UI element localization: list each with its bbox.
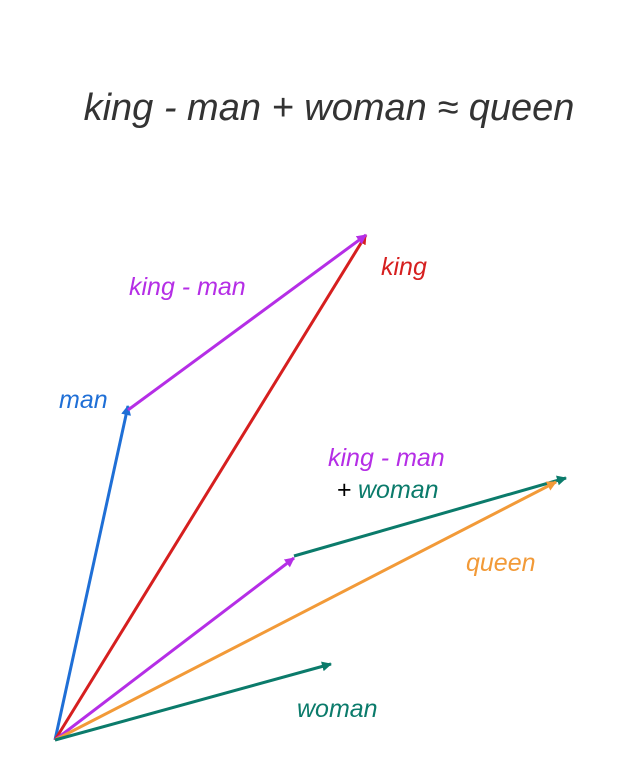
woman-vector-arrow — [54, 661, 332, 742]
man-label: man — [59, 386, 108, 414]
king-label: king — [381, 253, 427, 281]
title: king - man + woman ≈ queen — [84, 87, 575, 129]
man-vector-arrow — [53, 405, 131, 741]
woman-label: woman — [297, 695, 378, 723]
queen-label: queen — [466, 549, 536, 577]
king-minus-man-label-top: king - man — [129, 273, 246, 301]
king-minus-man-arrow-bottom — [54, 556, 295, 742]
king-minus-man-arrow-top — [127, 233, 367, 412]
queen-vector-arrow — [54, 480, 557, 742]
woman-label-sum: woman — [358, 476, 439, 504]
king-minus-man-label-sum: king - man — [328, 444, 445, 472]
king-vector-arrow — [53, 234, 368, 741]
woman-added-arrow — [293, 475, 567, 558]
plus-sign: + — [337, 476, 352, 504]
